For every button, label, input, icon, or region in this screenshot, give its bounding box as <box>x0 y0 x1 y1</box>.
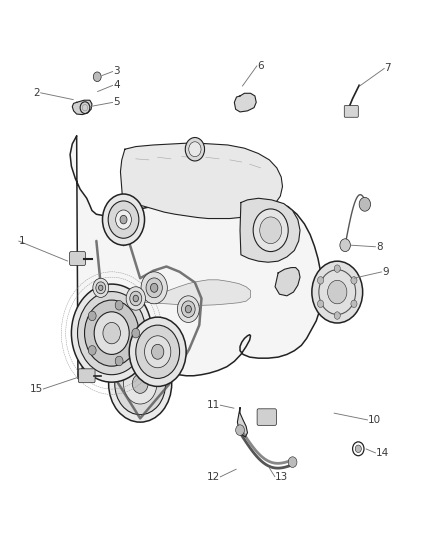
Circle shape <box>288 457 297 467</box>
Circle shape <box>116 210 131 229</box>
Circle shape <box>88 311 96 321</box>
Circle shape <box>260 217 282 244</box>
Text: 8: 8 <box>376 242 382 252</box>
Circle shape <box>132 328 140 338</box>
Text: 2: 2 <box>34 88 40 98</box>
FancyBboxPatch shape <box>344 106 358 117</box>
Circle shape <box>108 201 139 238</box>
FancyBboxPatch shape <box>70 252 85 265</box>
Text: 9: 9 <box>382 267 389 277</box>
Circle shape <box>185 138 205 161</box>
Text: 4: 4 <box>113 80 120 90</box>
Circle shape <box>115 353 166 415</box>
Circle shape <box>78 292 146 375</box>
Circle shape <box>189 142 201 157</box>
Polygon shape <box>120 143 283 219</box>
Circle shape <box>102 194 145 245</box>
Polygon shape <box>70 136 322 378</box>
Circle shape <box>93 278 109 297</box>
Circle shape <box>152 344 164 359</box>
Circle shape <box>85 300 139 366</box>
Polygon shape <box>237 408 247 437</box>
Polygon shape <box>240 198 300 262</box>
Circle shape <box>96 282 106 294</box>
Circle shape <box>124 364 157 404</box>
Circle shape <box>130 291 142 306</box>
Circle shape <box>133 295 138 302</box>
Circle shape <box>126 287 145 310</box>
Text: 5: 5 <box>113 98 120 107</box>
Circle shape <box>334 265 340 272</box>
Circle shape <box>115 301 123 310</box>
Circle shape <box>145 336 171 368</box>
Circle shape <box>151 284 158 292</box>
Text: 7: 7 <box>385 63 391 73</box>
Text: 14: 14 <box>376 448 389 458</box>
Circle shape <box>351 300 357 308</box>
Text: 6: 6 <box>257 61 264 70</box>
Circle shape <box>340 239 350 252</box>
Circle shape <box>71 284 152 382</box>
Circle shape <box>318 300 324 308</box>
Circle shape <box>120 215 127 224</box>
Circle shape <box>334 312 340 319</box>
Text: 13: 13 <box>275 472 288 482</box>
Circle shape <box>318 277 324 284</box>
Text: 15: 15 <box>30 384 43 394</box>
Circle shape <box>115 356 123 366</box>
Text: 1: 1 <box>18 236 25 246</box>
Circle shape <box>312 261 363 323</box>
Text: 10: 10 <box>368 415 381 425</box>
Polygon shape <box>275 268 300 296</box>
Circle shape <box>351 277 357 284</box>
Circle shape <box>146 278 162 298</box>
FancyBboxPatch shape <box>257 409 276 425</box>
Circle shape <box>99 285 103 290</box>
Circle shape <box>253 209 288 252</box>
Circle shape <box>182 301 195 318</box>
Circle shape <box>177 296 199 322</box>
Polygon shape <box>234 93 256 112</box>
Circle shape <box>328 280 347 304</box>
Circle shape <box>93 72 101 82</box>
Circle shape <box>355 445 361 453</box>
Text: 11: 11 <box>207 400 220 410</box>
Circle shape <box>132 374 148 393</box>
Polygon shape <box>72 100 92 115</box>
Circle shape <box>103 322 120 344</box>
Circle shape <box>129 317 186 386</box>
FancyBboxPatch shape <box>78 369 95 383</box>
Circle shape <box>236 425 244 435</box>
Text: 3: 3 <box>113 67 120 76</box>
Circle shape <box>94 312 129 354</box>
Circle shape <box>141 272 167 304</box>
Polygon shape <box>91 280 251 305</box>
Circle shape <box>359 197 371 211</box>
Circle shape <box>185 305 191 313</box>
Text: 12: 12 <box>207 472 220 482</box>
Circle shape <box>136 325 180 378</box>
Circle shape <box>88 345 96 355</box>
Circle shape <box>109 345 172 422</box>
